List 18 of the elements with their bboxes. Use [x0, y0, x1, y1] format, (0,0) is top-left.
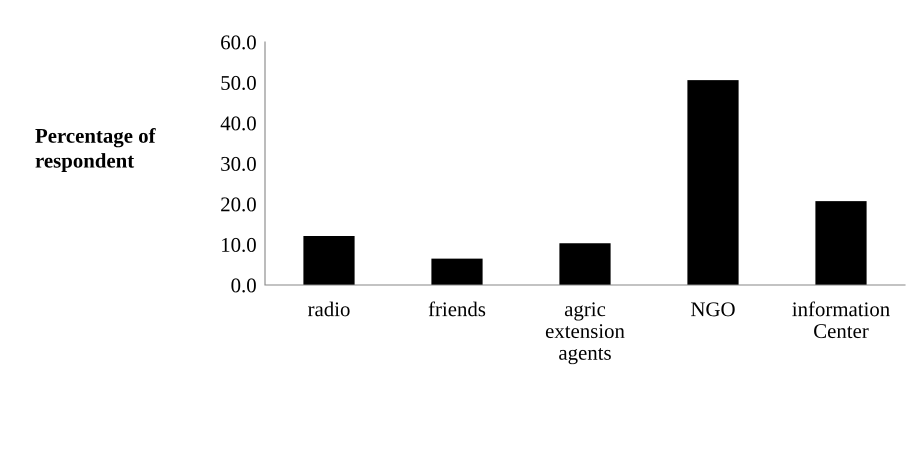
x-tick-label: information Center [792, 301, 890, 338]
y-tick-label: 40.0 [220, 116, 256, 131]
bar [815, 201, 867, 285]
bar [559, 243, 611, 285]
bar [431, 258, 483, 285]
y-tick-label: 60.0 [221, 35, 256, 50]
x-tick-label: friends [428, 301, 486, 316]
x-tick-label: agric extension agents [546, 302, 625, 364]
y-tick-label: 20.0 [221, 197, 256, 212]
bar [303, 236, 355, 285]
y-tick-label: 10.0 [222, 238, 256, 252]
x-tick-label: radio [308, 302, 350, 316]
y-tick-label: 50.0 [221, 76, 256, 90]
y-tick-label: 0.0 [231, 278, 256, 293]
y-axis-title: Percentage of respondent [35, 128, 156, 172]
y-tick-label: 30.0 [221, 156, 256, 172]
x-tick-label: NGO [691, 302, 735, 316]
bar [687, 80, 739, 285]
